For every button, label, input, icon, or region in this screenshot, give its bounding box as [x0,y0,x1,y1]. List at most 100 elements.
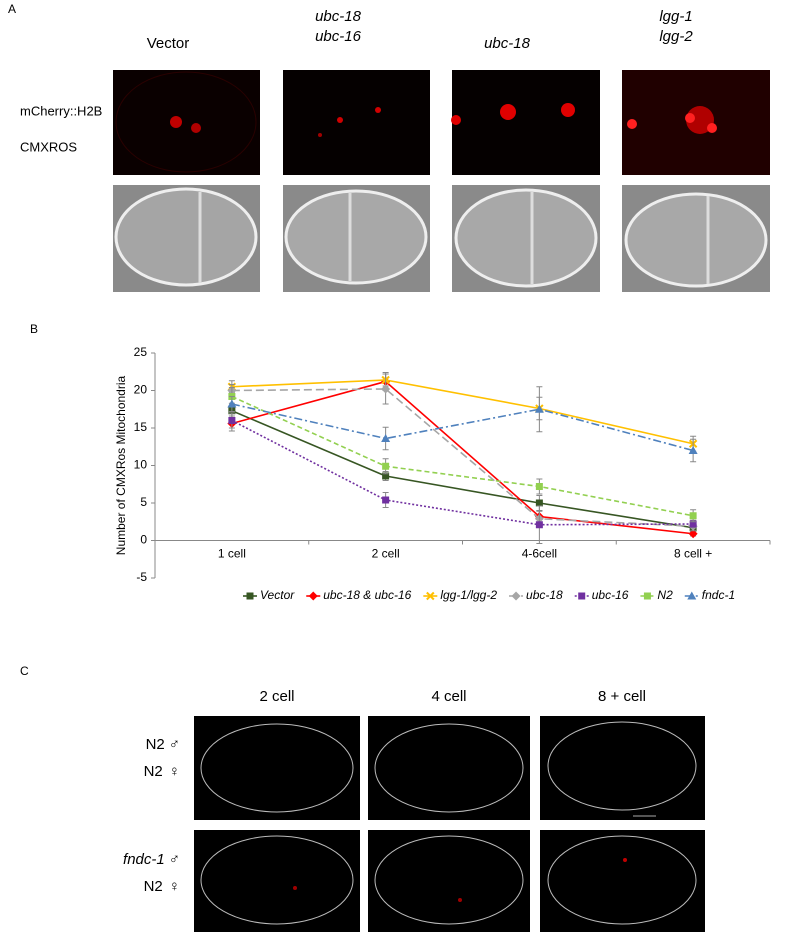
spot [293,886,297,890]
y-axis-label: Number of CMXRos Mitochondria [114,375,128,555]
image [113,70,260,175]
spot [170,116,182,128]
legend-label: Vector [260,588,295,602]
male-strain: N2 [146,736,165,753]
row-label: CMXROS [20,139,77,154]
legend-label: ubc-16 [592,588,629,602]
embryo [454,188,598,288]
embryo-outline [374,835,524,925]
female-strain: N2 [144,763,163,780]
marker [381,434,391,442]
series-line [231,380,694,535]
column-header: 2 cell [259,688,294,705]
legend-label: lgg-1/lgg-2 [440,588,497,602]
y-tick-label: -5 [136,570,147,584]
marker [535,483,543,490]
image [194,830,360,932]
legend-label: ubc-18 [526,588,563,602]
spot [623,858,627,862]
series [227,373,698,532]
y-tick-label: 25 [134,345,148,359]
cross-label: N2 ♂ [146,736,180,753]
fluorescence-images [113,70,770,175]
image [368,716,530,820]
y-tick-label: 5 [140,495,147,509]
legend-item: ubc-18 & ubc-16 [306,588,412,602]
marker [228,417,236,424]
spot [686,106,714,134]
series-line [231,388,694,528]
marker [534,404,544,413]
spot [500,104,516,120]
series [228,412,697,544]
marker [535,499,543,507]
legend-label: N2 [657,588,673,602]
series-line [231,395,694,517]
x-tick-label: 4-6cell [522,547,557,561]
marker [382,496,390,504]
embryo [114,187,258,287]
column-header: Vector [147,35,190,52]
series-line [231,419,694,526]
marker [246,592,254,600]
embryo-outline [547,835,697,925]
embryo-outline [200,723,354,813]
female-strain: N2 [144,878,163,895]
column-header: 8 + cell [598,688,646,705]
column-header: ubc-18 [484,35,531,52]
embryo-outline [200,835,354,925]
male-strain: fndc-1 [123,851,165,868]
column-header: lgg-2 [659,28,693,45]
image [540,830,705,932]
series-line [231,403,694,452]
marker [382,472,390,480]
series [228,402,697,532]
x-tick-label: 8 cell + [674,547,712,561]
series-line [231,410,694,529]
x-tick-label: 2 cell [372,547,400,561]
image [194,716,360,820]
marker [308,591,318,601]
spot [458,898,462,902]
series-line [231,379,694,445]
male-symbol: ♂ [169,851,180,868]
legend-item: ubc-16 [574,588,629,602]
spot [318,133,322,137]
female-symbol: ♀ [169,878,180,895]
legend-item: lgg-1/lgg-2 [423,588,497,602]
embryo-outline [547,721,697,811]
marker [688,529,698,539]
y-tick-label: 0 [140,533,147,547]
embryo-outline [374,723,524,813]
marker [643,592,651,600]
image [368,830,530,932]
cross-label: fndc-1 ♂ [123,851,180,868]
marker [535,521,543,529]
legend-item: ubc-18 [509,588,563,602]
legend-label: fndc-1 [702,588,735,602]
column-header: lgg-1 [659,8,692,25]
legend-label: ubc-18 & ubc-16 [323,588,411,602]
marker [578,592,586,600]
marker [689,520,697,528]
image [283,70,430,175]
cross-label: N2 ♀ [144,878,180,895]
x-tick-label: 1 cell [218,547,246,561]
cross-label: N2 ♀ [144,763,180,780]
column-header: ubc-16 [315,28,362,45]
spot [191,123,201,133]
spot [707,123,717,133]
panel-c-images [194,716,705,932]
panel-label: A [8,2,16,16]
spot [627,119,637,129]
panel-label: C [20,664,29,678]
spot [451,115,461,125]
legend-item: N2 [640,588,673,602]
y-tick-label: 10 [134,458,148,472]
y-tick-label: 15 [134,420,148,434]
marker [227,399,237,408]
marker [382,462,390,470]
marker [511,591,521,601]
